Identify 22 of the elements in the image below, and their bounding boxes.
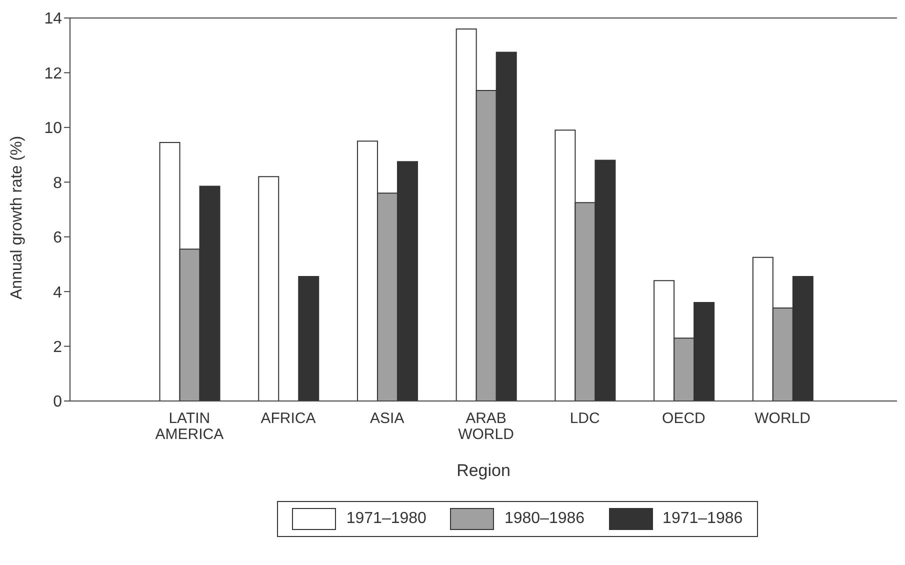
y-tick-label: 12 — [44, 65, 62, 82]
y-axis-title: Annual growth rate (%) — [8, 136, 26, 300]
y-tick-label: 0 — [53, 394, 62, 411]
y-tick-label: 10 — [44, 120, 62, 138]
x-tick-label: ARAB WORLD — [458, 410, 514, 443]
x-tick-label: ASIA — [370, 410, 404, 427]
y-tick-label: 6 — [53, 230, 62, 247]
x-tick-label: LATIN AMERICA — [155, 410, 224, 443]
x-tick-label: WORLD — [754, 410, 811, 427]
legend-label: 1980–1986 — [503, 509, 585, 529]
y-tick-label: 8 — [53, 174, 62, 192]
x-tick-label: AFRICA — [260, 410, 316, 427]
y-tick-label: 14 — [44, 10, 62, 28]
bar — [258, 176, 280, 401]
y-tick-label: 2 — [53, 338, 62, 356]
x-tick-label: LDC — [570, 410, 600, 427]
x-tick-label: OECD — [662, 410, 706, 427]
legend-label: 1971–1980 — [345, 509, 426, 529]
x-axis-title: Region — [456, 461, 510, 480]
bar — [298, 276, 320, 401]
y-tick-label: 4 — [53, 284, 62, 302]
legend-label: 1971–1986 — [662, 509, 743, 529]
